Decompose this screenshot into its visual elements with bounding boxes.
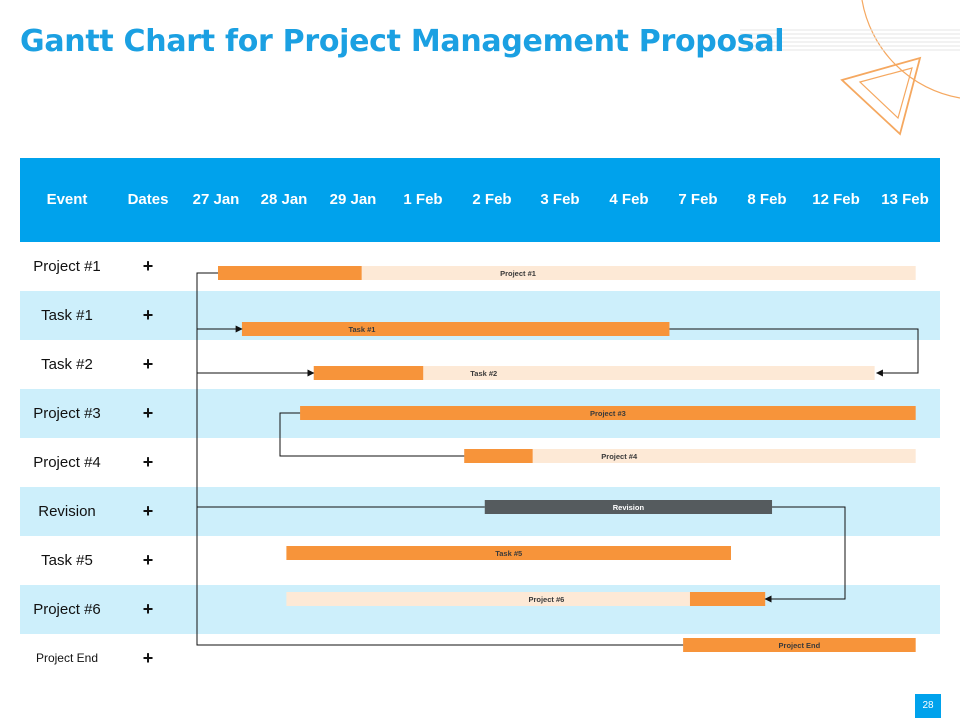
decor-stripes xyxy=(740,29,960,51)
header-event: Event xyxy=(46,191,88,208)
row-event-label: Project #6 xyxy=(33,601,101,618)
dependency-line xyxy=(279,412,465,457)
gantt-bar-progress xyxy=(689,592,766,606)
expand-button[interactable]: + xyxy=(142,403,154,423)
page-title: Gantt Chart for Project Management Propo… xyxy=(20,24,785,59)
gantt-bar-label: Project #3 xyxy=(590,409,626,418)
gantt-bar-label: Project #6 xyxy=(528,595,564,604)
page-number: 28 xyxy=(915,694,941,718)
header-date: 27 Jan xyxy=(192,191,240,208)
row-event-label: Project End xyxy=(35,651,99,665)
header-date: 13 Feb xyxy=(881,191,929,208)
row-event-label: Task #2 xyxy=(41,356,93,373)
gantt-row: Revision + xyxy=(20,487,940,536)
header-date: 28 Jan xyxy=(260,191,308,208)
row-event-label: Task #5 xyxy=(41,552,93,569)
gantt-bar xyxy=(683,638,916,652)
expand-button[interactable]: + xyxy=(142,354,154,374)
gantt-bar-progress xyxy=(218,266,362,280)
gantt-bar-remaining xyxy=(218,266,916,280)
header-date: 8 Feb xyxy=(747,191,787,208)
header-date: 3 Feb xyxy=(540,191,580,208)
gantt-bar-remaining xyxy=(313,366,875,380)
expand-button[interactable]: + xyxy=(142,501,154,521)
gantt-bar-label: Project End xyxy=(779,641,821,650)
gantt-bar xyxy=(286,546,731,560)
gantt-bar-progress xyxy=(464,449,533,463)
expand-button[interactable]: + xyxy=(142,256,154,276)
gantt-bar-label: Project #4 xyxy=(601,452,638,461)
expand-button[interactable]: + xyxy=(142,599,154,619)
header-date: 7 Feb xyxy=(678,191,718,208)
gantt-row: Project #4 + xyxy=(20,438,940,487)
header-dates: Dates xyxy=(127,191,169,208)
gantt-row: Project End + xyxy=(20,634,940,683)
gantt-row: Task #2 + xyxy=(20,340,940,389)
gantt-row: Task #5 + xyxy=(20,536,940,585)
header-date: 29 Jan xyxy=(329,191,377,208)
expand-button[interactable]: + xyxy=(142,550,154,570)
gantt-row: Project #1 + xyxy=(20,242,940,291)
gantt-bar-remaining xyxy=(286,592,766,606)
gantt-bar-label: Task #2 xyxy=(470,369,497,378)
expand-button[interactable]: + xyxy=(142,452,154,472)
dependency-arrow xyxy=(669,328,919,377)
dependency-arrow xyxy=(764,506,846,603)
row-event-label: Task #1 xyxy=(41,307,93,324)
expand-button[interactable]: + xyxy=(142,305,154,325)
row-event-label: Project #4 xyxy=(33,454,101,471)
row-event-label: Project #3 xyxy=(33,405,101,422)
dependency-line xyxy=(196,272,684,646)
row-event-label: Revision xyxy=(38,503,96,520)
gantt-bar-progress xyxy=(313,366,424,380)
header-date: 12 Feb xyxy=(812,191,860,208)
gantt-header: Event Dates 27 Jan 28 Jan 29 Jan 1 Feb 2… xyxy=(20,158,940,242)
gantt-bar-label: Task #5 xyxy=(495,549,522,558)
gantt-bar xyxy=(300,406,916,420)
gantt-bar xyxy=(484,500,773,514)
gantt-bar xyxy=(241,322,670,336)
decor-triangle-inner xyxy=(858,67,913,120)
header-date: 1 Feb xyxy=(403,191,443,208)
gantt-bar-label: Project #1 xyxy=(500,269,536,278)
expand-button[interactable]: + xyxy=(142,648,154,668)
header-date: 2 Feb xyxy=(472,191,512,208)
gantt-bar-label: Revision xyxy=(613,503,645,512)
decor-triangle-outer xyxy=(840,56,922,136)
gantt-bar-remaining xyxy=(464,449,916,463)
row-event-label: Project #1 xyxy=(33,258,101,275)
gantt-bar-label: Task #1 xyxy=(348,325,375,334)
header-date: 4 Feb xyxy=(609,191,649,208)
